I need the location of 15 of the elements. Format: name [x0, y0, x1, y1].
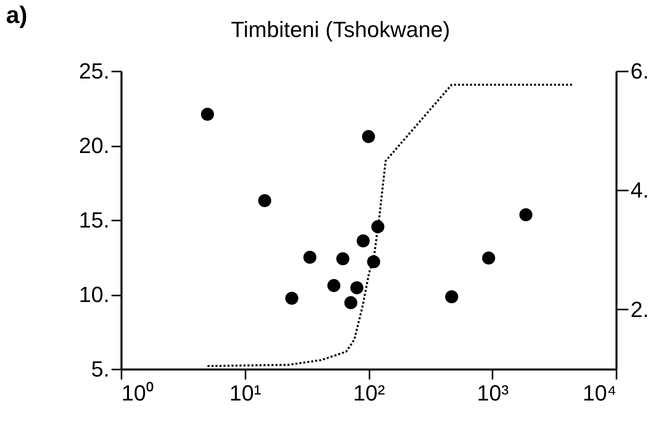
y-tick-label: 5. [91, 356, 110, 382]
y2-tick-label: 4. [630, 178, 649, 203]
y2-tick-label: 6. [630, 58, 649, 84]
x-tick-label: 10⁰ [122, 380, 154, 406]
y-tick-label: 25. [78, 58, 110, 84]
x-tick-label: 10¹ [229, 380, 262, 406]
chart-title: Timbiteni (Tshokwane) [230, 17, 450, 42]
y-tick-label: 15. [78, 208, 110, 232]
x-tick-label: 10² [353, 380, 385, 406]
y2-tick-label: 2. [630, 296, 649, 322]
x-tick-label: 10⁴ [582, 380, 616, 406]
y-tick-label: 20. [78, 133, 110, 158]
y-tick-label: 10. [78, 282, 110, 307]
text: a) [6, 2, 28, 30]
x-tick-label: 10³ [476, 380, 509, 406]
